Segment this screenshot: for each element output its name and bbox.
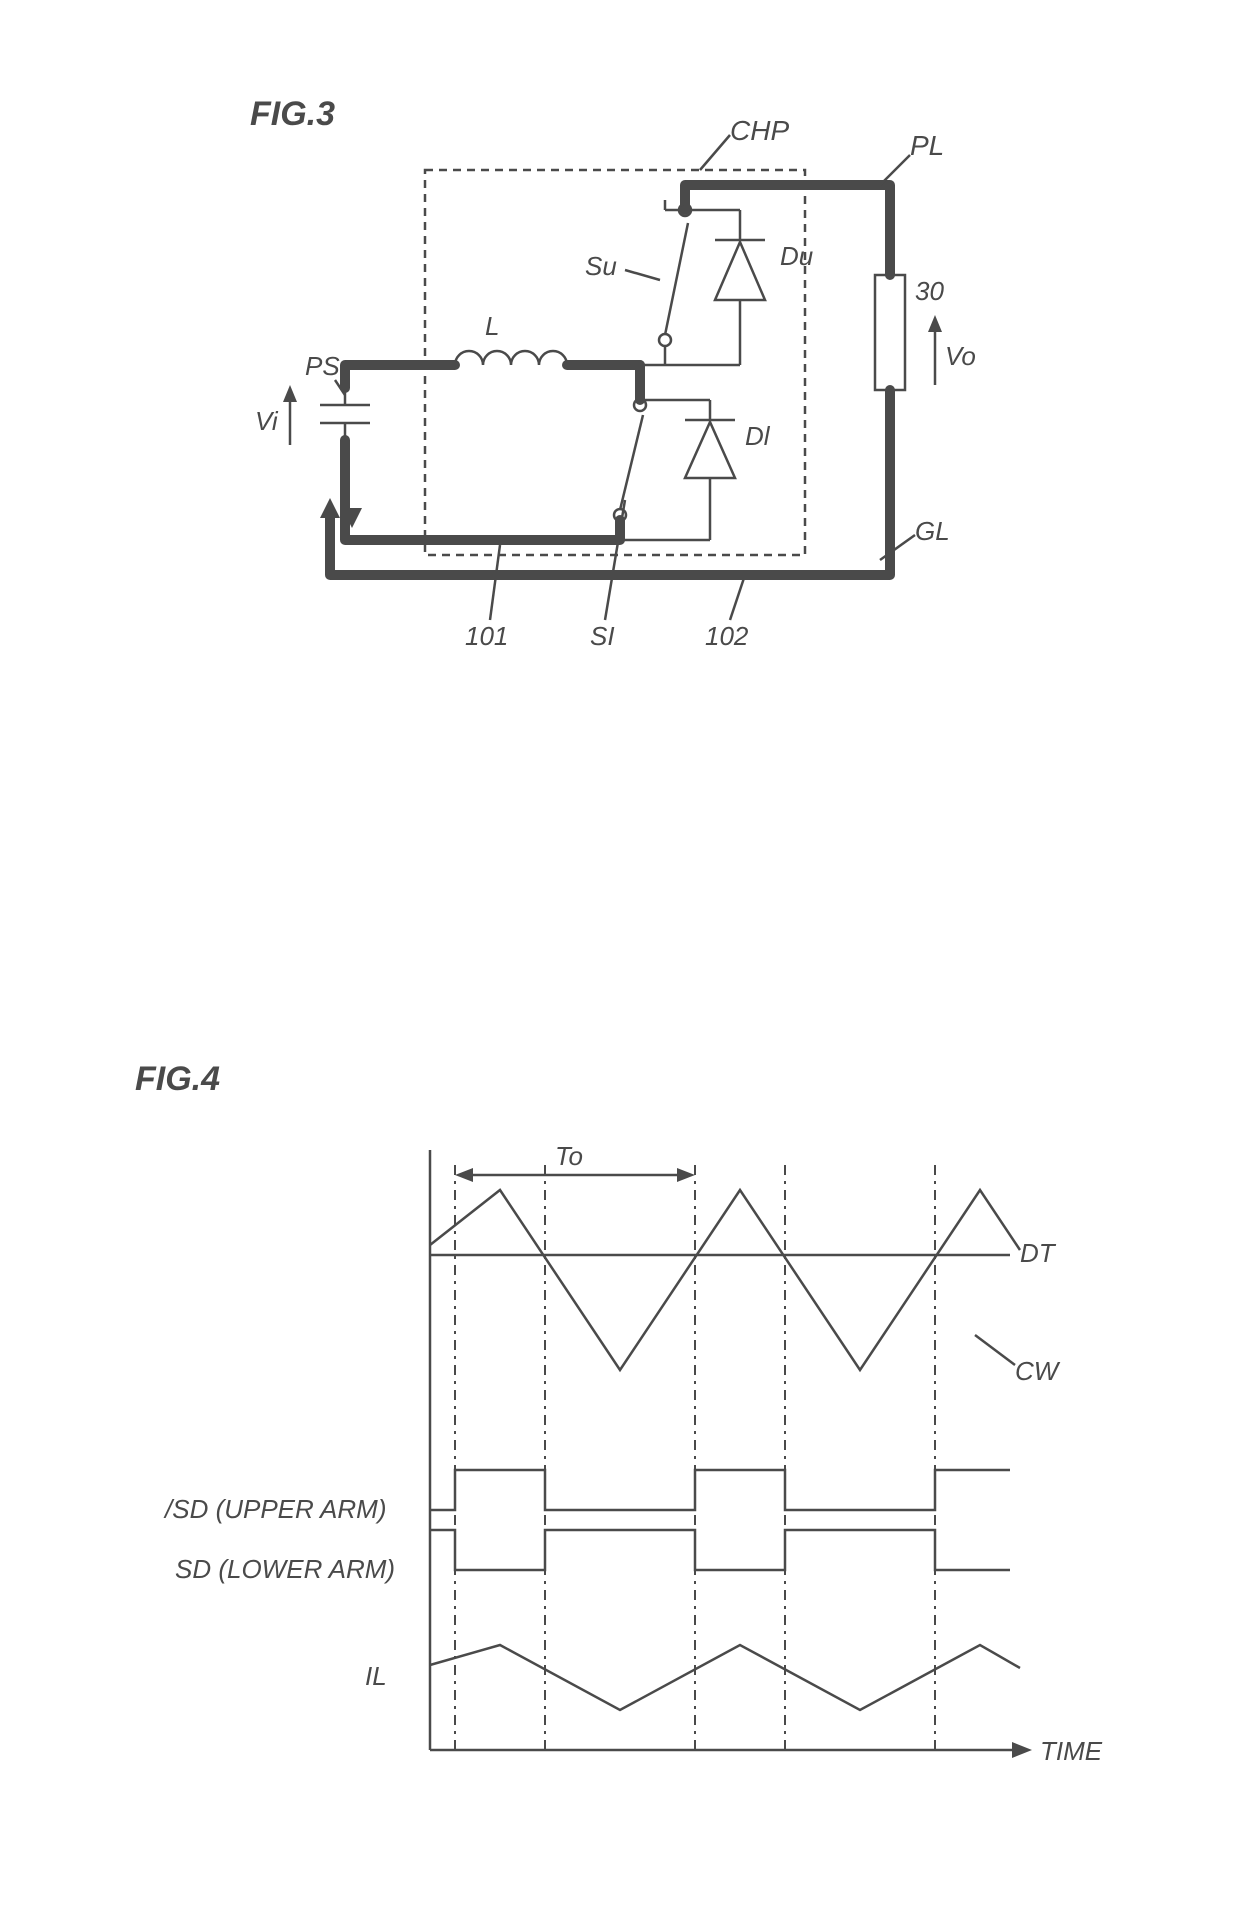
upper-pulse [430,1470,1010,1510]
cw-text: CW [1015,1356,1061,1386]
vo-arrow-head [928,315,942,332]
thirty-text: 30 [915,276,944,306]
su-text: Su [585,251,617,281]
chp-text: CHP [730,115,789,146]
time-text: TIME [1040,1736,1103,1766]
lower-pulse [430,1530,1010,1570]
du-text: Du [780,241,813,271]
pl-leader [880,155,910,185]
sl-switch [620,415,643,510]
ps-text: PS [305,351,340,381]
gl-text: GL [915,516,950,546]
lower-text: SD (LOWER ARM) [175,1554,395,1584]
dt-text: DT [1020,1238,1057,1268]
su-switch [665,223,688,335]
du-triangle [715,242,765,300]
to-arrow-r [677,1168,695,1182]
fig3-svg: CHP PL Su Du L PS Vi [200,100,1000,680]
loop101-d [345,440,620,540]
il-text: IL [365,1661,387,1691]
inductor-coil [455,351,567,365]
si-text: SI [590,621,615,651]
l-text: L [485,311,499,341]
vi-text: Vi [255,406,279,436]
cw-wave [430,1190,1020,1370]
x-axis-arrow [1012,1742,1032,1758]
n101-text: 101 [465,621,508,651]
su-bot-term [659,334,671,346]
return-arrow-head [320,498,340,518]
il-wave [430,1645,1020,1710]
chp-leader [700,135,730,170]
n102-leader [730,575,745,620]
fig4-svg: TIME To DT CW /SD (UPPER ARM) SD (LOWER … [120,1110,1120,1810]
upper-text: /SD (UPPER ARM) [163,1494,387,1524]
load-rect [875,275,905,390]
to-text: To [555,1141,583,1171]
loop101-a [345,365,455,388]
pl-text: PL [910,130,944,161]
fig4-label: FIG.4 [135,1060,220,1099]
dl-text: Dl [745,421,771,451]
su-leader [625,270,660,280]
cw-leader [975,1335,1015,1365]
n102-text: 102 [705,621,749,651]
to-arrow-l [455,1168,473,1182]
vo-text: Vo [945,341,976,371]
vi-arrow-head [283,385,297,402]
dl-triangle [685,422,735,478]
